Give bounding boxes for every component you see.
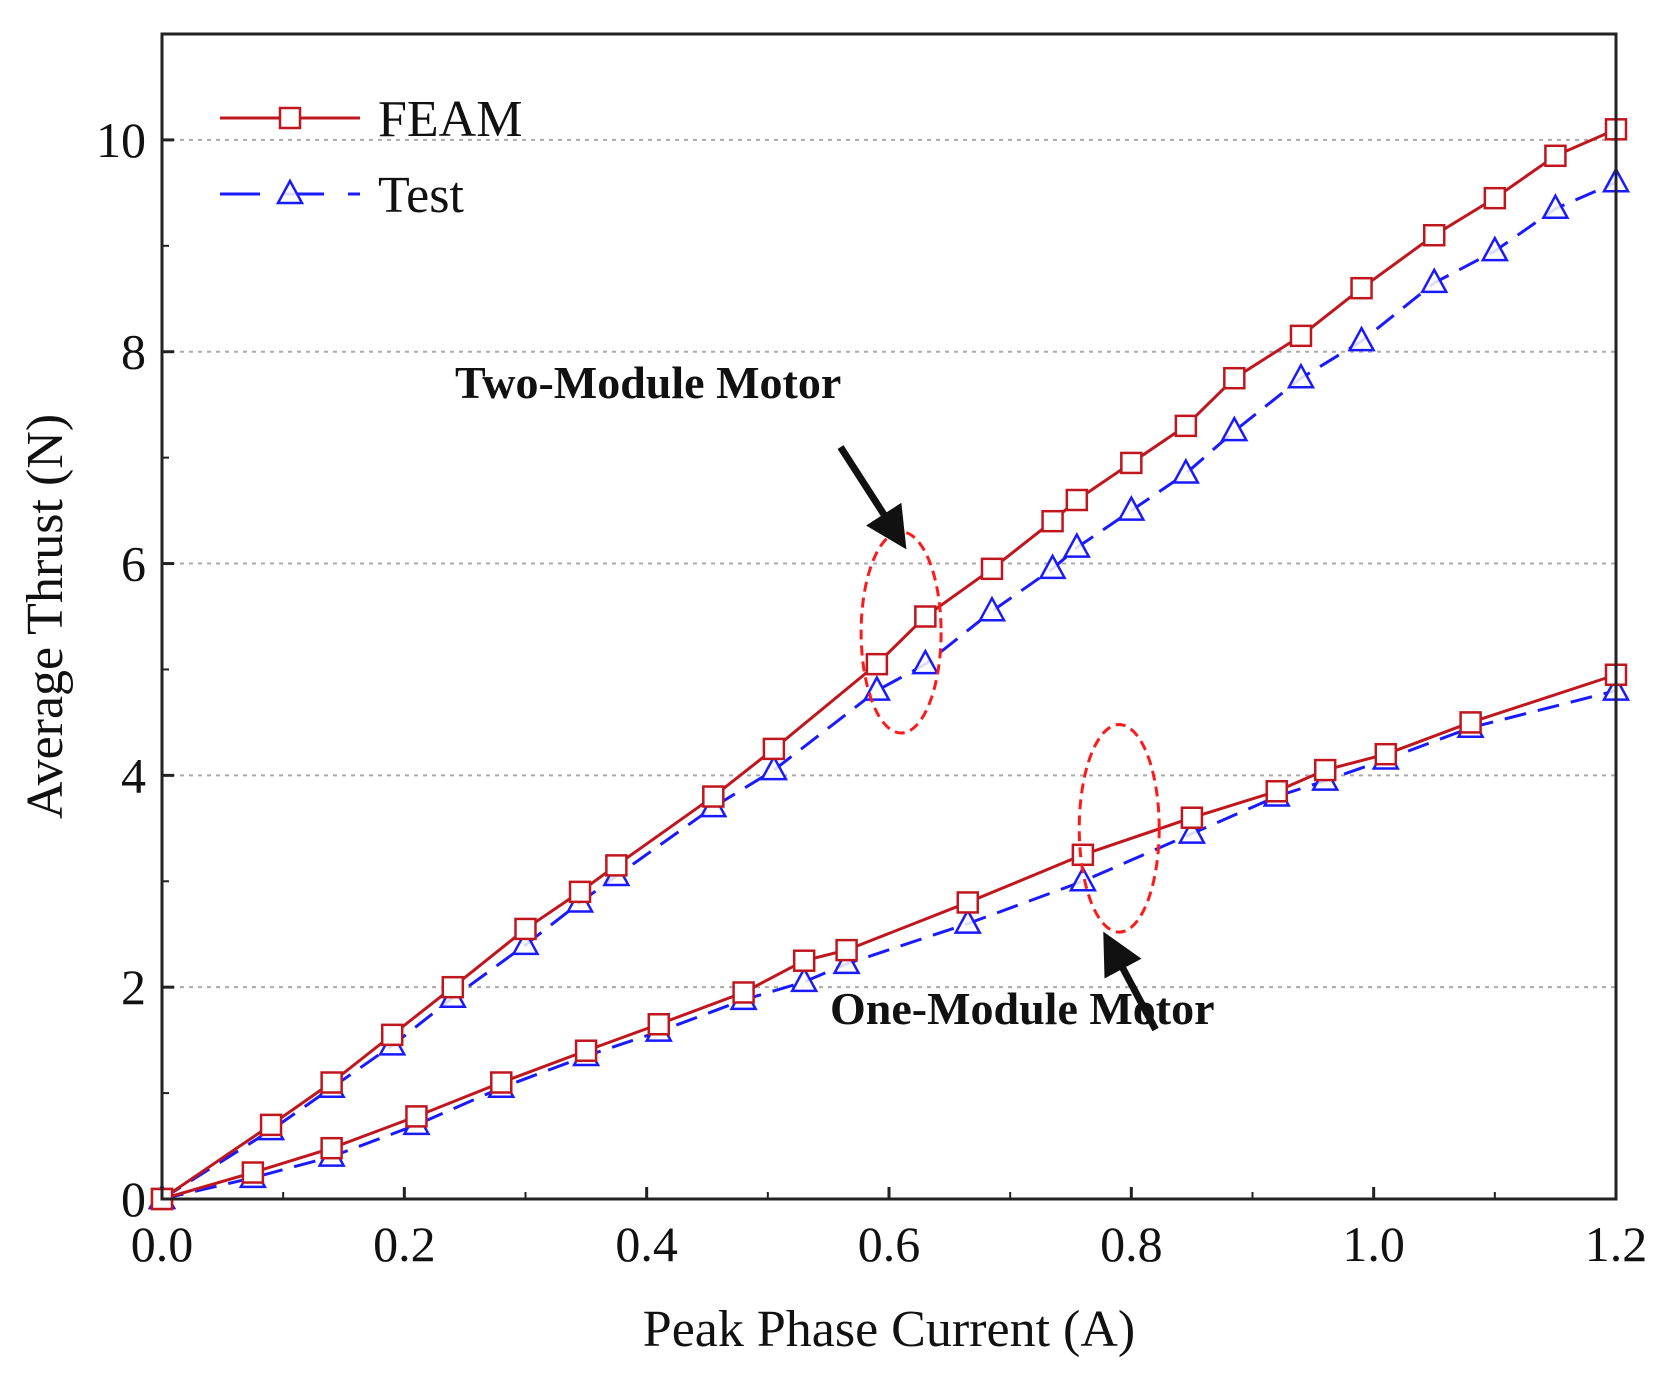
point-two-module-motor-feam-14 <box>1065 488 1089 512</box>
y-tick-label-0: 0 <box>121 1171 146 1227</box>
series-line-two-module-motor-feam <box>161 127 1617 1201</box>
y-tick-label-8: 8 <box>121 324 146 380</box>
series-line-two-module-motor-test <box>161 180 1617 1201</box>
point-two-module-motor-test-18 <box>1286 362 1316 389</box>
point-one-module-motor-feam-7 <box>732 981 755 1004</box>
point-two-module-motor-test-17 <box>1220 415 1249 442</box>
series-line-one-module-motor-test <box>161 689 1617 1201</box>
ellipse-two-module-motor <box>859 530 943 735</box>
point-two-module-motor-feam-10 <box>865 652 889 676</box>
x-tick-label-0.4: 0.4 <box>615 1216 678 1272</box>
x-tick-label-1.0: 1.0 <box>1342 1216 1405 1272</box>
point-two-module-motor-feam-19 <box>1350 276 1373 300</box>
y-axis-title: Average Thrust (N) <box>17 414 74 819</box>
legend-marker-test <box>275 178 305 205</box>
point-two-module-motor-feam-5 <box>514 917 537 941</box>
y-tick-label-6: 6 <box>121 536 146 592</box>
point-two-module-motor-test-12 <box>977 595 1007 622</box>
point-two-module-motor-feam-1 <box>259 1113 283 1137</box>
point-one-module-motor-feam-13 <box>1265 780 1288 803</box>
point-two-module-motor-test-20 <box>1420 267 1449 294</box>
point-two-module-motor-feam-18 <box>1289 324 1313 348</box>
point-one-module-motor-feam-2 <box>320 1136 343 1160</box>
point-one-module-motor-test-9 <box>832 948 861 975</box>
legend: FEAM Test <box>220 91 522 224</box>
y-tick-label-10: 10 <box>96 112 146 168</box>
point-two-module-motor-test-11 <box>911 648 940 675</box>
x-axis-ticks: 0.0 0.2 0.4 0.6 0.8 1.0 1.2 <box>131 1187 1648 1272</box>
point-one-module-motor-test-12 <box>1177 818 1207 844</box>
point-two-module-motor-test-15 <box>1117 494 1146 521</box>
point-one-module-motor-feam-1 <box>241 1161 265 1184</box>
y-tick-label-2: 2 <box>121 959 146 1015</box>
legend-marker-feam <box>278 106 302 130</box>
point-two-module-motor-feam-11 <box>914 605 937 628</box>
point-two-module-motor-feam-3 <box>380 1023 404 1047</box>
point-one-module-motor-test-8 <box>790 966 819 993</box>
point-one-module-motor-test-10 <box>953 908 982 934</box>
point-two-module-motor-feam-4 <box>441 975 465 999</box>
point-two-module-motor-feam-21 <box>1483 186 1507 210</box>
point-two-module-motor-test-9 <box>759 754 788 781</box>
point-one-module-motor-feam-11 <box>1071 843 1095 867</box>
point-one-module-motor-feam-5 <box>574 1039 598 1062</box>
point-one-module-motor-feam-15 <box>1374 742 1398 766</box>
x-tick-label-0.2: 0.2 <box>373 1216 436 1272</box>
point-one-module-motor-feam-10 <box>956 891 980 914</box>
y-axis-ticks: 0 2 4 6 8 10 <box>96 33 174 1227</box>
point-two-module-motor-test-19 <box>1347 325 1376 352</box>
point-two-module-motor-test-16 <box>1171 457 1200 484</box>
point-two-module-motor-test-21 <box>1480 235 1509 262</box>
point-one-module-motor-feam-12 <box>1180 806 1204 829</box>
series-two-module-motor-feam <box>150 118 1628 1211</box>
point-two-module-motor-test-5 <box>511 929 540 956</box>
arrow-one-module-motor <box>1103 931 1159 1032</box>
point-two-module-motor-feam-17 <box>1223 366 1246 390</box>
point-two-module-motor-feam-8 <box>702 785 725 808</box>
point-two-module-motor-feam-15 <box>1120 451 1143 475</box>
point-two-module-motor-feam-6 <box>568 880 592 904</box>
x-tick-label-1.2: 1.2 <box>1585 1216 1648 1272</box>
point-two-module-motor-feam-9 <box>762 737 786 761</box>
point-two-module-motor-feam-2 <box>320 1071 343 1094</box>
legend-label-test: Test <box>378 167 464 224</box>
series-layer <box>147 118 1631 1211</box>
point-two-module-motor-test-13 <box>1038 553 1067 580</box>
point-two-module-motor-test-22 <box>1541 193 1570 219</box>
x-tick-label-0.8: 0.8 <box>1100 1216 1163 1272</box>
series-one-module-motor-feam <box>150 663 1628 1211</box>
series-one-module-motor-test <box>147 675 1631 1210</box>
legend-entry-test: Test <box>220 167 464 224</box>
point-one-module-motor-feam-4 <box>490 1071 513 1094</box>
y-tick-label-4: 4 <box>121 747 146 803</box>
point-two-module-motor-feam-13 <box>1041 509 1064 533</box>
grid-lines <box>162 138 1616 989</box>
series-line-one-module-motor-feam <box>161 673 1617 1201</box>
point-two-module-motor-feam-7 <box>605 854 628 877</box>
point-two-module-motor-feam-20 <box>1423 223 1446 247</box>
point-two-module-motor-feam-16 <box>1174 414 1198 438</box>
x-tick-label-0.0: 0.0 <box>131 1216 194 1272</box>
point-two-module-motor-test-14 <box>1062 532 1091 558</box>
point-one-module-motor-feam-16 <box>1459 711 1482 734</box>
point-one-module-motor-feam-9 <box>835 938 858 962</box>
x-axis-title: Peak Phase Current (A) <box>643 1301 1135 1358</box>
point-one-module-motor-feam-3 <box>405 1105 428 1128</box>
legend-entry-feam: FEAM <box>220 91 522 148</box>
ellipse-one-module-motor <box>1077 723 1161 934</box>
arrow-two-module-motor <box>837 445 907 550</box>
point-one-module-motor-feam-6 <box>647 1013 671 1036</box>
x-tick-label-0.6: 0.6 <box>858 1216 921 1272</box>
point-two-module-motor-test-10 <box>862 675 891 701</box>
point-two-module-motor-feam-12 <box>980 557 1004 581</box>
point-one-module-motor-feam-8 <box>792 949 816 972</box>
legend-label-feam: FEAM <box>378 91 522 148</box>
annotation-two-module-motor: Two-Module Motor <box>455 357 841 408</box>
annotation-layer: Two-Module Motor One-Module Motor <box>455 357 1215 1034</box>
point-two-module-motor-feam-22 <box>1544 144 1567 168</box>
point-one-module-motor-feam-14 <box>1313 758 1337 782</box>
